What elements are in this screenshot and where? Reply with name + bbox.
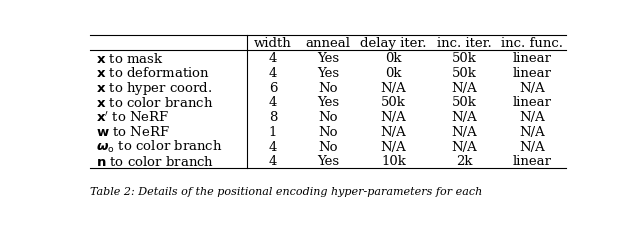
Text: 4: 4 xyxy=(269,52,277,65)
Text: $\mathbf{x}^{\prime}$ to NeRF: $\mathbf{x}^{\prime}$ to NeRF xyxy=(96,110,169,124)
Text: linear: linear xyxy=(513,96,552,109)
Text: N/A: N/A xyxy=(451,125,477,138)
Text: $\mathbf{x}$ to color branch: $\mathbf{x}$ to color branch xyxy=(96,95,213,109)
Text: Yes: Yes xyxy=(317,155,339,168)
Text: $\mathbf{x}$ to deformation: $\mathbf{x}$ to deformation xyxy=(96,66,210,80)
Text: N/A: N/A xyxy=(519,81,545,94)
Text: No: No xyxy=(318,111,338,124)
Text: linear: linear xyxy=(513,155,552,168)
Text: $\mathbf{n}$ to color branch: $\mathbf{n}$ to color branch xyxy=(96,154,214,168)
Text: 50k: 50k xyxy=(452,67,477,79)
Text: 4: 4 xyxy=(269,96,277,109)
Text: 8: 8 xyxy=(269,111,277,124)
Text: 4: 4 xyxy=(269,67,277,79)
Text: No: No xyxy=(318,81,338,94)
Text: inc. func.: inc. func. xyxy=(501,37,563,50)
Text: width: width xyxy=(254,37,292,50)
Text: N/A: N/A xyxy=(381,111,406,124)
Text: 10k: 10k xyxy=(381,155,406,168)
Text: delay iter.: delay iter. xyxy=(360,37,427,50)
Text: No: No xyxy=(318,125,338,138)
Text: inc. iter.: inc. iter. xyxy=(436,37,492,50)
Text: 4: 4 xyxy=(269,155,277,168)
Text: 2k: 2k xyxy=(456,155,472,168)
Text: N/A: N/A xyxy=(519,111,545,124)
Text: linear: linear xyxy=(513,67,552,79)
Text: $\mathbf{x}$ to mask: $\mathbf{x}$ to mask xyxy=(96,51,164,65)
Text: N/A: N/A xyxy=(519,125,545,138)
Text: 50k: 50k xyxy=(381,96,406,109)
Text: Yes: Yes xyxy=(317,67,339,79)
Text: 1: 1 xyxy=(269,125,277,138)
Text: N/A: N/A xyxy=(381,140,406,153)
Text: 50k: 50k xyxy=(452,96,477,109)
Text: Yes: Yes xyxy=(317,96,339,109)
Text: 0k: 0k xyxy=(385,67,402,79)
Text: No: No xyxy=(318,140,338,153)
Text: $\mathbf{w}$ to NeRF: $\mathbf{w}$ to NeRF xyxy=(96,125,170,139)
Text: $\mathbf{x}$ to hyper coord.: $\mathbf{x}$ to hyper coord. xyxy=(96,79,212,96)
Text: anneal: anneal xyxy=(305,37,351,50)
Text: Yes: Yes xyxy=(317,52,339,65)
Text: N/A: N/A xyxy=(451,140,477,153)
Text: 50k: 50k xyxy=(452,52,477,65)
Text: 0k: 0k xyxy=(385,52,402,65)
Text: linear: linear xyxy=(513,52,552,65)
Text: Table 2: Details of the positional encoding hyper-parameters for each: Table 2: Details of the positional encod… xyxy=(90,186,482,196)
Text: N/A: N/A xyxy=(451,111,477,124)
Text: $\boldsymbol{\omega}_{\mathrm{o}}$ to color branch: $\boldsymbol{\omega}_{\mathrm{o}}$ to co… xyxy=(96,139,222,155)
Text: 4: 4 xyxy=(269,140,277,153)
Text: 6: 6 xyxy=(269,81,277,94)
Text: N/A: N/A xyxy=(381,81,406,94)
Text: N/A: N/A xyxy=(381,125,406,138)
Text: N/A: N/A xyxy=(451,81,477,94)
Text: N/A: N/A xyxy=(519,140,545,153)
